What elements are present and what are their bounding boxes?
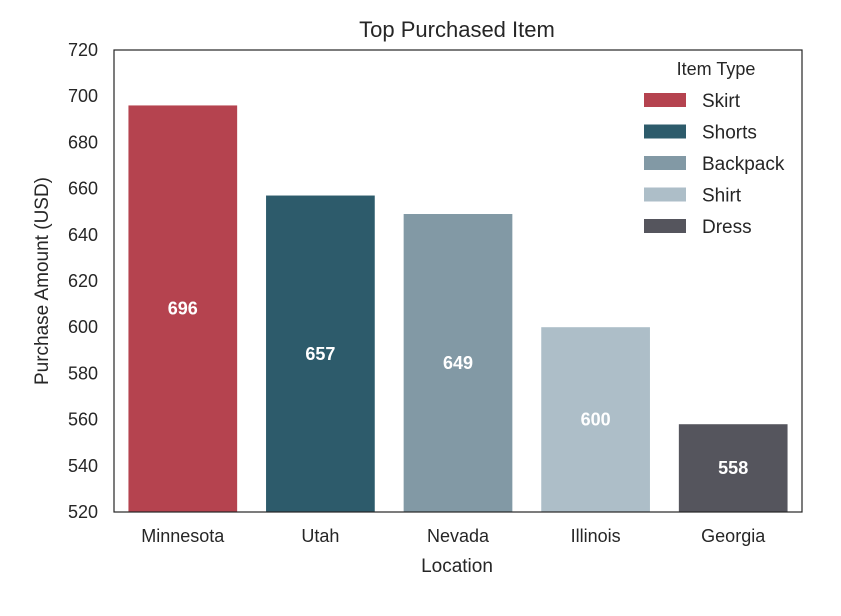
y-tick-label: 660 [68, 179, 98, 199]
y-tick-label: 640 [68, 225, 98, 245]
bar-value-label: 696 [168, 299, 198, 319]
legend: Item Type Skirt Shorts Backpack Shirt Dress [644, 59, 785, 238]
bar-value-label: 649 [443, 353, 473, 373]
bar-value-label: 558 [718, 458, 748, 478]
legend-swatch [644, 93, 686, 107]
legend-entry-label: Shirt [702, 186, 742, 207]
y-tick-label: 720 [68, 40, 98, 60]
legend-entry-label: Skirt [702, 91, 741, 112]
chart-title: Top Purchased Item [359, 17, 555, 42]
x-tick-label: Nevada [427, 526, 490, 546]
bar-value-label: 600 [581, 410, 611, 430]
x-tick-label: Georgia [701, 526, 766, 546]
y-axis-ticks: 520 540 560 580 600 620 640 660 680 700 720 [68, 40, 98, 522]
bar-minnesota [128, 105, 238, 512]
y-tick-label: 580 [68, 363, 98, 383]
plot-area-frame [113, 49, 803, 513]
y-tick-label: 520 [68, 502, 98, 522]
x-tick-label: Minnesota [141, 526, 225, 546]
x-tick-label: Illinois [571, 526, 621, 546]
legend-swatch [644, 187, 686, 202]
bar-utah [266, 195, 375, 512]
bar-value-labels: 696 657 649 600 558 [168, 299, 748, 478]
legend-entry-label: Shorts [702, 123, 757, 144]
y-tick-label: 560 [68, 410, 98, 430]
y-tick-label: 600 [68, 317, 98, 337]
legend-entry-label: Backpack [702, 154, 785, 175]
bar-value-label: 657 [305, 344, 335, 364]
y-tick-label: 700 [68, 86, 98, 106]
legend-entries: Skirt Shorts Backpack Shirt Dress [644, 91, 785, 238]
y-tick-label: 620 [68, 271, 98, 291]
y-axis-label: Purchase Amount (USD) [32, 177, 53, 385]
y-tick-label: 540 [68, 456, 98, 476]
x-tick-label: Utah [301, 526, 339, 546]
bars [128, 105, 788, 512]
bar-nevada [403, 214, 513, 512]
bar-illinois [541, 327, 650, 512]
x-axis-label: Location [421, 556, 493, 577]
bar-georgia [678, 424, 788, 512]
legend-entry-label: Dress [702, 217, 752, 238]
x-axis-ticks: Minnesota Utah Nevada Illinois Georgia [141, 526, 766, 546]
legend-title: Item Type [677, 59, 756, 79]
y-tick-label: 680 [68, 132, 98, 152]
legend-swatch [644, 124, 686, 139]
legend-swatch [644, 219, 686, 233]
legend-swatch [644, 156, 686, 170]
